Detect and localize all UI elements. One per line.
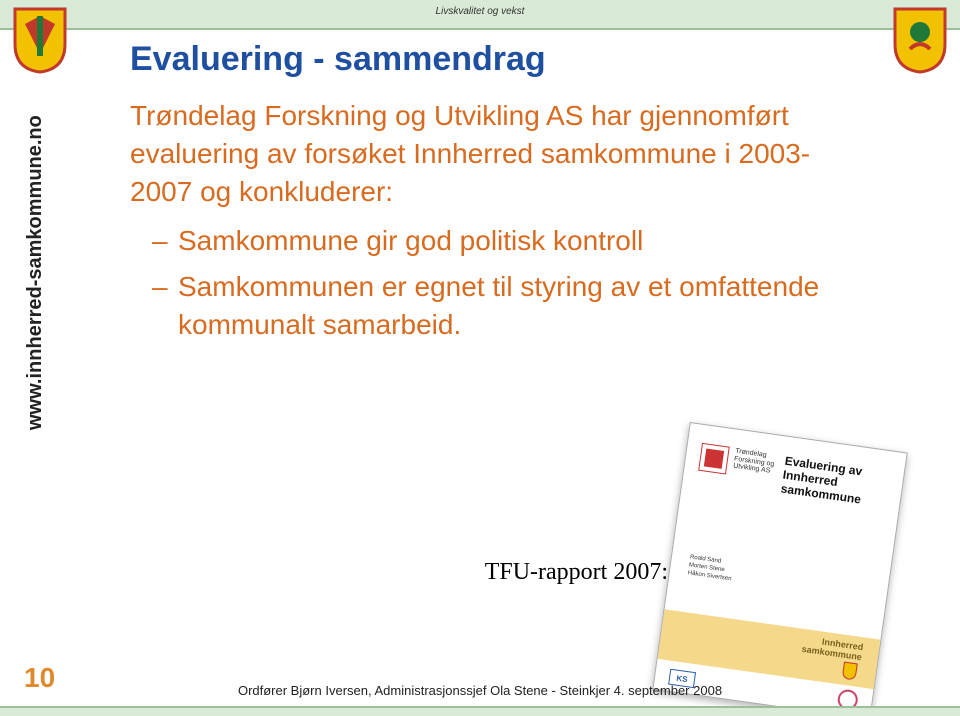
bullet-item: Samkommune gir god politisk kontroll bbox=[158, 222, 870, 260]
slide-title: Evaluering - sammendrag bbox=[130, 40, 870, 79]
sidebar-url: www.innherred-samkommune.no bbox=[24, 115, 47, 430]
cover-org-name: Trøndelag Forskning og Utvikling AS bbox=[733, 448, 776, 476]
footer-text: Ordfører Bjørn Iversen, Administrasjonss… bbox=[0, 683, 960, 698]
cover-org: Trøndelag Forskning og Utvikling AS bbox=[698, 443, 776, 481]
cover-band-text: Innherred samkommune bbox=[801, 635, 864, 663]
cover-authors: Roald Sand Morten Stene Håkon Sivertsen bbox=[687, 554, 734, 583]
top-banner: Livskvalitet og vekst bbox=[0, 0, 960, 30]
slide-body: Trøndelag Forskning og Utvikling AS har … bbox=[130, 97, 870, 210]
crest-right-icon bbox=[890, 4, 950, 74]
bullet-list: Samkommune gir god politisk kontroll Sam… bbox=[130, 222, 870, 343]
bullet-item: Samkommunen er egnet til styring av et o… bbox=[158, 268, 870, 344]
cover-band-crest-icon bbox=[841, 661, 859, 681]
slide: Livskvalitet og vekst www.innherred-samk… bbox=[0, 0, 960, 716]
report-cover-image: Trøndelag Forskning og Utvikling AS Eval… bbox=[652, 422, 907, 716]
footer-bar bbox=[0, 706, 960, 716]
banner-motto: Livskvalitet og vekst bbox=[436, 6, 525, 17]
cover-org-logo-icon bbox=[698, 443, 730, 475]
report-label: TFU-rapport 2007:1 bbox=[485, 559, 680, 586]
crest-left-icon bbox=[10, 4, 70, 74]
cover-top: Trøndelag Forskning og Utvikling AS Eval… bbox=[696, 443, 865, 507]
cover-title: Evaluering av Innherred samkommune bbox=[780, 455, 866, 507]
content-area: Evaluering - sammendrag Trøndelag Forskn… bbox=[130, 40, 870, 352]
